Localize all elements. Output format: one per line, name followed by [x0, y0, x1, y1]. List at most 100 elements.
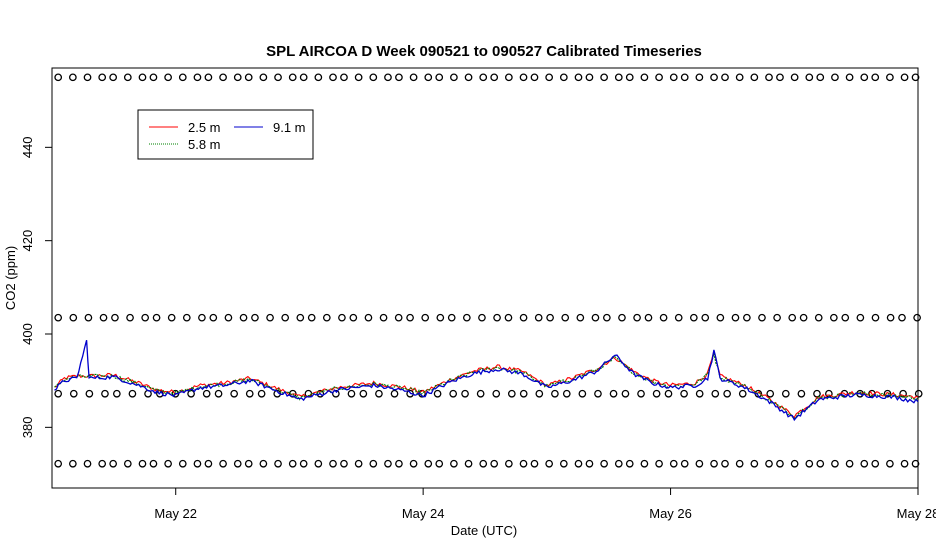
calibration-point	[251, 313, 259, 322]
calibration-point	[84, 313, 93, 322]
calibration-point	[409, 459, 418, 468]
calibration-point	[816, 73, 825, 82]
calibration-point	[845, 459, 854, 468]
calibration-point	[266, 313, 274, 322]
calibration-point	[519, 459, 528, 468]
calibration-point	[178, 73, 187, 82]
calibration-point	[600, 73, 608, 82]
calibration-point	[585, 459, 594, 468]
calibration-point	[831, 459, 839, 468]
calibration-point	[871, 459, 880, 468]
calibration-point	[479, 459, 488, 468]
calibration-point	[735, 73, 744, 82]
calibration-point	[591, 313, 600, 322]
calibration-point	[914, 389, 923, 398]
calibration-point	[871, 73, 880, 82]
calibration-point	[614, 459, 623, 468]
calibration-point	[98, 73, 107, 82]
calibration-point	[621, 389, 630, 398]
calibration-point	[625, 459, 634, 468]
calibration-point	[781, 389, 790, 398]
calibration-point	[259, 459, 268, 468]
calibration-point	[574, 459, 583, 468]
calibration-point	[230, 389, 239, 398]
calibration-point	[424, 73, 433, 82]
calibration-point	[314, 459, 323, 468]
calibration-point	[900, 73, 909, 82]
calibration-point	[765, 73, 773, 82]
calibration-point	[359, 389, 368, 398]
calibration-point	[731, 313, 740, 322]
calibration-point	[886, 459, 894, 468]
calibration-point	[101, 389, 109, 398]
calibration-point	[450, 73, 458, 82]
calibration-point	[476, 389, 485, 398]
calibration-point	[710, 73, 718, 82]
y-tick-label: 440	[20, 136, 35, 158]
calibration-point	[435, 459, 444, 468]
calibration-point	[898, 313, 906, 322]
calibration-point	[288, 73, 297, 82]
calibration-point	[776, 73, 784, 82]
calibration-point	[83, 459, 92, 468]
calibration-point	[449, 389, 458, 398]
calibration-point	[913, 313, 921, 322]
calibration-point	[871, 313, 880, 322]
calibration-point	[436, 313, 445, 322]
calibration-point	[83, 73, 92, 82]
y-tick-label: 380	[20, 416, 35, 438]
calibration-point	[680, 389, 688, 398]
calibration-point	[723, 389, 732, 398]
calibration-point	[680, 73, 689, 82]
calibration-point	[464, 73, 473, 82]
calibration-point	[244, 73, 253, 82]
calibration-point	[900, 459, 909, 468]
calibration-point	[219, 73, 227, 82]
calibration-point	[765, 459, 773, 468]
calibration-point	[585, 73, 594, 82]
calibration-point	[379, 313, 388, 322]
calibration-point	[805, 73, 814, 82]
calibration-point	[424, 459, 433, 468]
calibration-point	[299, 73, 308, 82]
calibration-point	[109, 459, 118, 468]
calibration-point	[288, 389, 297, 398]
calibration-point	[790, 73, 799, 82]
calibration-point	[126, 313, 134, 322]
calibration-point	[695, 389, 704, 398]
legend: 2.5 m 5.8 m 9.1 m	[137, 109, 314, 160]
calibration-point	[644, 313, 653, 322]
calibration-point	[814, 313, 823, 322]
calibration-point	[329, 73, 337, 82]
calibration-point	[773, 313, 781, 322]
calibration-point	[340, 73, 348, 82]
calibration-point	[390, 389, 399, 398]
calibration-point	[395, 73, 403, 82]
series-line-5-8-m	[54, 353, 919, 420]
calibration-point	[85, 389, 94, 398]
calibration-point	[652, 389, 661, 398]
calibration-point	[259, 73, 268, 82]
calibration-point	[479, 73, 488, 82]
x-tick-label: May 26	[649, 506, 692, 521]
calibration-point	[316, 389, 325, 398]
calibration-point	[594, 389, 602, 398]
calibration-point	[409, 73, 418, 82]
legend-label-5-8m: 5.8 m	[188, 137, 221, 152]
calibration-point	[69, 459, 77, 468]
calibration-point	[841, 313, 850, 322]
calibration-point	[182, 313, 191, 322]
calibration-point	[738, 389, 747, 398]
calibration-point	[69, 313, 78, 322]
calibration-point	[288, 459, 297, 468]
calibration-point	[141, 313, 150, 322]
calibration-point	[219, 459, 227, 468]
calibration-point	[233, 459, 242, 468]
calibration-point	[504, 313, 513, 322]
calibration-point	[274, 73, 282, 82]
calibration-point	[776, 459, 784, 468]
calibration-point	[164, 459, 172, 468]
calibration-point	[559, 73, 568, 82]
calibration-point	[669, 73, 678, 82]
calibration-point	[435, 73, 444, 82]
